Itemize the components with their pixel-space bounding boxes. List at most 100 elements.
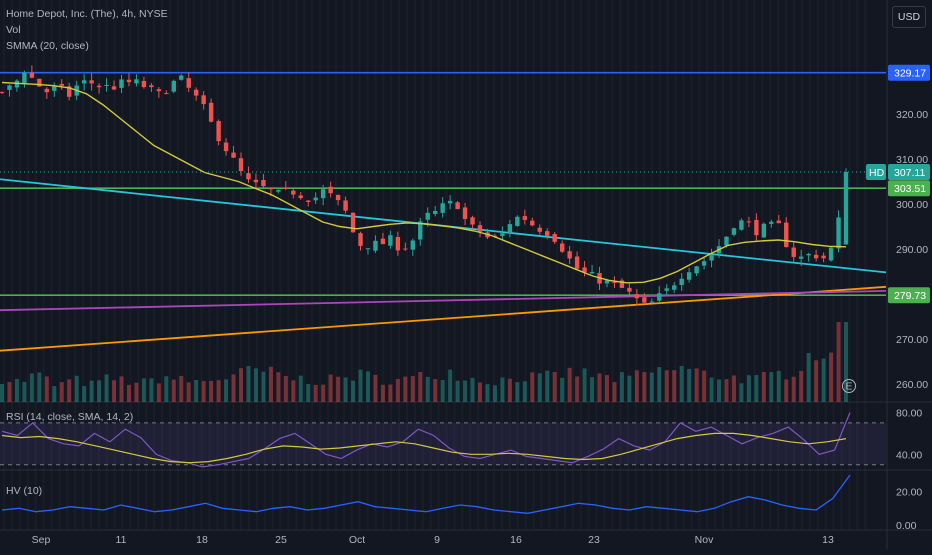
candle-body: [746, 221, 752, 223]
earnings-icon-label: E: [845, 381, 852, 393]
grid-stripe: [240, 0, 243, 530]
volume-bar: [507, 378, 512, 402]
grid-stripe: [184, 0, 187, 530]
grid-stripe: [398, 0, 401, 530]
price-tag-label: 303.51: [894, 183, 926, 195]
rsi-legend: RSI (14, close, SMA, 14, 2): [6, 411, 134, 423]
volume-bar: [351, 380, 356, 402]
candle-body: [455, 202, 460, 210]
grid-stripe: [824, 0, 827, 530]
volume-bar: [694, 368, 699, 402]
candle-body: [231, 152, 236, 158]
volume-bar: [470, 377, 475, 402]
candle-body: [403, 248, 408, 250]
volume-bar: [134, 382, 139, 402]
candle-body: [52, 85, 57, 91]
grid-stripe: [832, 0, 835, 530]
volume-bar: [358, 369, 363, 402]
candle-body: [537, 227, 542, 232]
candle-body: [836, 217, 841, 249]
volume-bar: [179, 375, 184, 402]
volume-bar: [425, 376, 430, 402]
volume-bar: [672, 370, 677, 402]
grid-stripe: [26, 0, 29, 530]
candle-body: [253, 179, 259, 183]
grid-stripe: [295, 0, 298, 530]
volume-bar: [224, 379, 229, 402]
volume-bar: [239, 368, 244, 402]
volume-bar: [731, 375, 736, 402]
price-tag: [888, 287, 930, 304]
candle-body: [29, 72, 35, 78]
volume-bar: [448, 369, 453, 402]
candle-body: [268, 188, 274, 190]
volume-bar: [664, 370, 669, 402]
price-tag: [888, 64, 930, 81]
grid-stripe: [176, 0, 179, 530]
grid-stripe: [342, 0, 345, 530]
volume-bar: [44, 376, 49, 402]
volume-bar: [478, 382, 483, 402]
candle-body: [619, 280, 625, 288]
candle-body: [283, 187, 289, 189]
candle-body: [298, 195, 303, 199]
candle-body: [0, 91, 5, 93]
grid-stripe: [42, 0, 45, 530]
grid-stripe: [508, 0, 511, 530]
hv-legend: HV (10): [6, 485, 43, 497]
candle-body: [470, 217, 475, 225]
candle-body: [515, 216, 520, 226]
candle-body: [335, 194, 341, 201]
volume-bar: [784, 379, 789, 402]
volume-bar: [328, 374, 333, 402]
candle-body: [522, 216, 528, 220]
price-tick-label: 310.00: [896, 154, 928, 166]
candle-body: [44, 88, 50, 93]
volume-bar: [687, 368, 692, 402]
volume-bar: [814, 360, 819, 402]
price-tag-label: 279.73: [894, 290, 926, 302]
candle-body: [395, 237, 401, 251]
volume-bar: [791, 376, 796, 402]
grid-stripe: [279, 0, 282, 530]
volume-bar: [590, 377, 595, 402]
candle-body: [81, 80, 87, 84]
volume-bar: [492, 385, 497, 402]
volume-bar: [313, 384, 318, 402]
grid-stripe: [287, 0, 290, 530]
volume-bar: [634, 370, 639, 402]
grid-stripe: [477, 0, 480, 530]
grid-stripe: [129, 0, 132, 530]
candle-body: [193, 89, 199, 96]
candle-body: [604, 280, 610, 284]
candle-body: [7, 85, 12, 90]
volume-bar: [769, 372, 774, 402]
candle-body: [261, 180, 266, 187]
ticker-tag: [866, 164, 886, 181]
trendline-purple: [0, 289, 887, 312]
volume-bar: [836, 322, 841, 402]
volume-bar: [552, 371, 557, 402]
volume-bar: [597, 373, 602, 402]
candle-body: [365, 248, 371, 250]
price-tag: [888, 164, 930, 181]
volume-bar: [321, 384, 326, 402]
grid-stripe: [579, 0, 582, 530]
grid-stripe: [247, 0, 251, 530]
grid-stripe: [137, 0, 140, 530]
grid-stripe: [848, 0, 851, 530]
candle-body: [186, 78, 191, 88]
volume-bar: [261, 371, 266, 402]
grid-stripe: [682, 0, 685, 530]
volume-bar: [485, 384, 490, 402]
candle-body: [784, 222, 789, 248]
currency-button[interactable]: USD: [892, 6, 926, 28]
grid-stripe: [745, 0, 748, 530]
time-tick-label: 9: [434, 534, 440, 546]
volume-bar: [306, 384, 311, 402]
volume-bar: [74, 375, 79, 402]
candle-body: [373, 240, 378, 251]
